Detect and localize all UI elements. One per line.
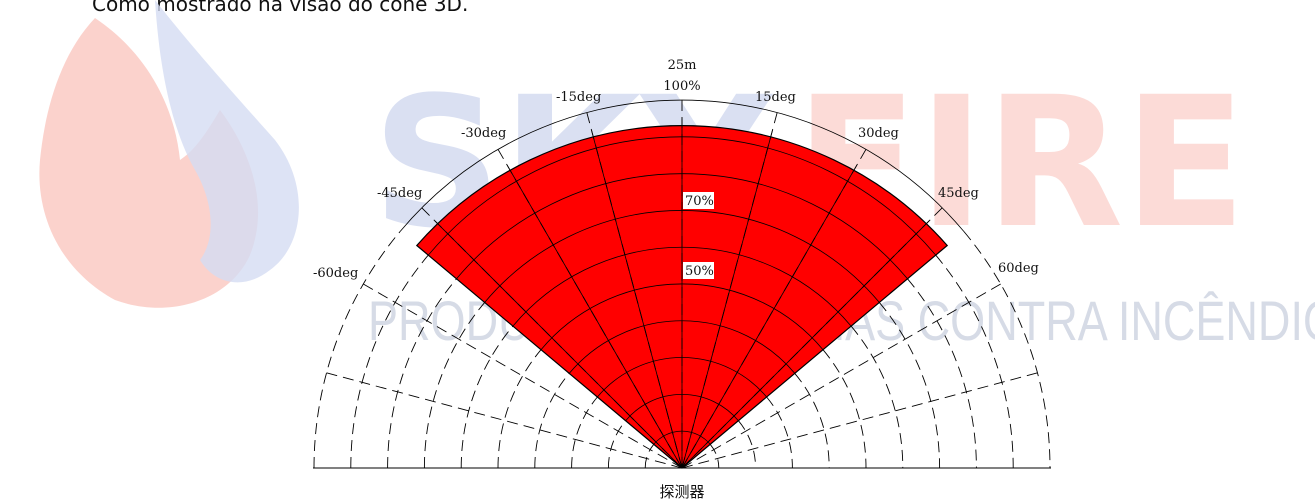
ring-label-inner-bg — [683, 262, 714, 279]
grid-radial-dashed — [681, 112, 778, 469]
grid-arc-dashed — [497, 349, 542, 469]
angle-label-plus-45: 45deg — [938, 186, 979, 201]
grid-radial-dashed — [681, 149, 867, 469]
angle-label-plus-15: 15deg — [755, 90, 796, 105]
grid-arc-dashed — [766, 396, 793, 469]
range-label: 25m — [668, 58, 697, 73]
grid-arc-dashed — [460, 325, 514, 469]
grid-arc-dashed — [794, 373, 830, 469]
grid-radial-dashed — [681, 283, 1001, 469]
grid-arc-dashed — [387, 278, 457, 469]
grid-arc-dashed — [738, 420, 757, 469]
grid-arc-dashed — [963, 231, 1051, 469]
grid-radial-dashed — [681, 207, 943, 469]
grid-radial-dashed — [586, 112, 683, 469]
grid-arc-dashed — [423, 302, 486, 469]
grid-dashed-lines — [313, 100, 1051, 469]
grid-arc-dashed — [350, 254, 429, 469]
grid-radial-dashed — [326, 372, 683, 469]
grid-radial-dashed — [421, 207, 683, 469]
grid-arc-dashed — [313, 231, 401, 469]
angle-label-plus-60: 60deg — [998, 261, 1039, 276]
grid-arc-dashed — [607, 420, 626, 469]
flame-logo-icon — [39, 18, 259, 308]
grid-radial-dashed — [681, 372, 1038, 469]
grid-arc-dashed — [534, 373, 570, 469]
grid-arc-dashed — [907, 278, 977, 469]
grid-arc-dashed — [850, 325, 904, 469]
grid-arc-dashed — [644, 444, 655, 469]
ring-label-middle: 70% — [685, 194, 714, 209]
water-drop-logo-icon — [155, 0, 299, 283]
ring-label-inner: 50% — [685, 264, 714, 279]
angle-label-minus-30: -30deg — [461, 126, 506, 141]
caption-text: Como mostrado na visão do cone 3D. — [92, 0, 469, 16]
grid-arc-dashed — [571, 396, 598, 469]
ring-label-middle-bg — [683, 192, 714, 209]
grid-arc-dashed — [878, 302, 941, 469]
detector-label: 探测器 — [659, 483, 704, 501]
grid-radial-dashed — [363, 283, 683, 469]
ring-label-outer: 100% — [663, 79, 700, 94]
angle-label-minus-15: -15deg — [556, 90, 601, 105]
grid-radial-dashed — [497, 149, 683, 469]
angle-label-minus-60: -60deg — [313, 266, 358, 281]
grid-arc-dashed — [822, 349, 867, 469]
angle-label-minus-45: -45deg — [377, 186, 422, 201]
angle-label-plus-30: 30deg — [858, 126, 899, 141]
grid-arc-dashed — [709, 444, 720, 469]
